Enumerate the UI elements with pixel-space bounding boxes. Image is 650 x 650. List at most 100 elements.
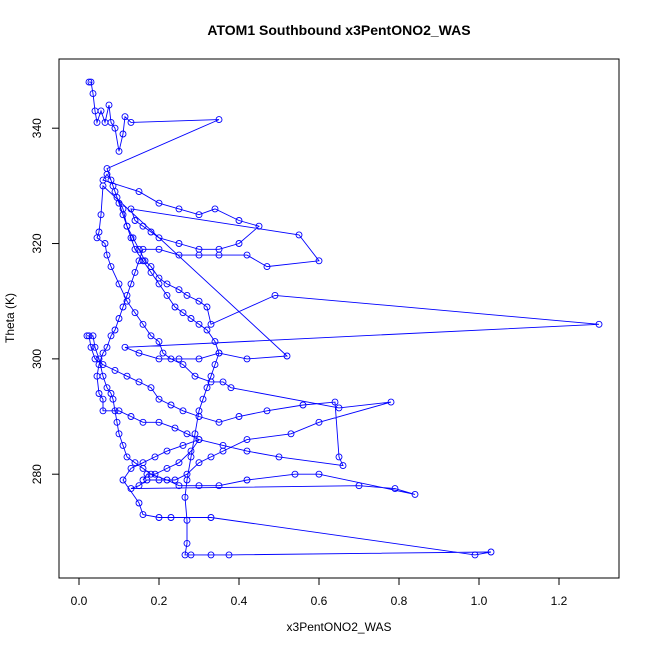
data-point bbox=[99, 407, 107, 415]
data-point bbox=[123, 453, 131, 461]
data-point bbox=[119, 211, 127, 219]
data-point bbox=[135, 499, 143, 507]
data-point bbox=[175, 459, 183, 467]
data-point bbox=[93, 372, 101, 380]
data-point bbox=[155, 395, 163, 403]
data-point bbox=[207, 320, 215, 328]
data-point bbox=[119, 130, 127, 138]
data-point bbox=[123, 222, 131, 230]
data-point bbox=[225, 551, 233, 559]
data-point bbox=[243, 436, 251, 444]
data-point bbox=[243, 251, 251, 259]
data-point bbox=[111, 188, 119, 196]
data-point bbox=[387, 398, 395, 406]
data-point bbox=[191, 430, 199, 438]
data-point bbox=[123, 372, 131, 380]
data-point bbox=[107, 263, 115, 271]
data-point bbox=[155, 245, 163, 253]
data-point bbox=[183, 430, 191, 438]
data-point bbox=[119, 441, 127, 449]
data-point bbox=[89, 90, 97, 98]
data-point bbox=[215, 116, 223, 124]
data-point bbox=[219, 378, 227, 386]
data-point bbox=[121, 343, 129, 351]
data-point bbox=[97, 107, 105, 115]
data-point bbox=[295, 231, 303, 239]
data-point bbox=[183, 516, 191, 524]
data-point bbox=[167, 514, 175, 521]
chart-title: ATOM1 Southbound x3PentONO2_WAS bbox=[207, 22, 470, 38]
data-point bbox=[111, 124, 119, 132]
data-point bbox=[171, 303, 179, 311]
x-tick-label: 1.2 bbox=[551, 594, 568, 608]
data-point bbox=[203, 303, 211, 311]
data-point bbox=[299, 401, 307, 409]
data-point bbox=[211, 205, 219, 213]
x-axis: 0.0 0.2 0.4 0.6 0.8 1.0 1.2 bbox=[71, 578, 568, 608]
data-point bbox=[151, 470, 159, 478]
x-tick-label: 0.6 bbox=[311, 594, 328, 608]
data-point bbox=[155, 514, 163, 521]
data-point bbox=[163, 447, 171, 455]
data-point bbox=[85, 332, 93, 340]
data-point bbox=[113, 418, 121, 426]
data-point bbox=[163, 476, 171, 484]
data-point bbox=[235, 217, 243, 224]
data-point bbox=[195, 436, 203, 444]
data-point bbox=[99, 395, 107, 403]
data-point bbox=[155, 234, 163, 242]
y-tick-label: 340 bbox=[30, 118, 44, 138]
series-line bbox=[87, 81, 600, 556]
y-axis: 280 300 320 340 bbox=[30, 118, 59, 484]
data-point bbox=[207, 551, 215, 559]
x-tick-label: 0.0 bbox=[71, 594, 88, 608]
data-point bbox=[111, 366, 119, 374]
data-point bbox=[315, 257, 323, 265]
data-point bbox=[195, 355, 203, 363]
data-point bbox=[335, 453, 343, 461]
data-point bbox=[191, 372, 199, 380]
data-point bbox=[147, 470, 155, 478]
data-point bbox=[121, 113, 129, 121]
data-point bbox=[243, 447, 251, 455]
data-point bbox=[243, 355, 251, 363]
data-point bbox=[183, 476, 191, 484]
data-point bbox=[151, 453, 159, 461]
y-tick-label: 320 bbox=[30, 233, 44, 253]
data-point bbox=[207, 514, 215, 521]
data-point bbox=[107, 118, 115, 126]
data-point bbox=[139, 418, 147, 426]
data-point bbox=[131, 309, 139, 317]
data-point bbox=[103, 343, 111, 351]
data-point bbox=[175, 355, 183, 363]
data-point bbox=[139, 511, 147, 519]
x-tick-label: 0.8 bbox=[391, 594, 408, 608]
data-point bbox=[595, 320, 603, 328]
data-point bbox=[91, 355, 99, 363]
data-point bbox=[181, 551, 189, 559]
data-point bbox=[87, 343, 95, 351]
data-point bbox=[147, 384, 155, 392]
data-point bbox=[139, 245, 147, 253]
data-point bbox=[111, 407, 119, 415]
data-point bbox=[283, 352, 291, 360]
data-point bbox=[87, 78, 95, 86]
data-point bbox=[139, 222, 147, 230]
data-point bbox=[411, 490, 419, 498]
data-point bbox=[391, 485, 399, 493]
data-point bbox=[139, 320, 147, 328]
data-point bbox=[115, 147, 123, 155]
data-point bbox=[115, 280, 123, 288]
data-point bbox=[167, 355, 175, 363]
data-point bbox=[101, 240, 109, 247]
data-point bbox=[111, 326, 119, 334]
data-point bbox=[215, 482, 223, 490]
data-point bbox=[487, 548, 495, 556]
data-point bbox=[139, 459, 147, 467]
data-point bbox=[123, 291, 131, 299]
data-point bbox=[275, 453, 283, 461]
data-point bbox=[85, 78, 93, 86]
data-point bbox=[127, 118, 135, 126]
